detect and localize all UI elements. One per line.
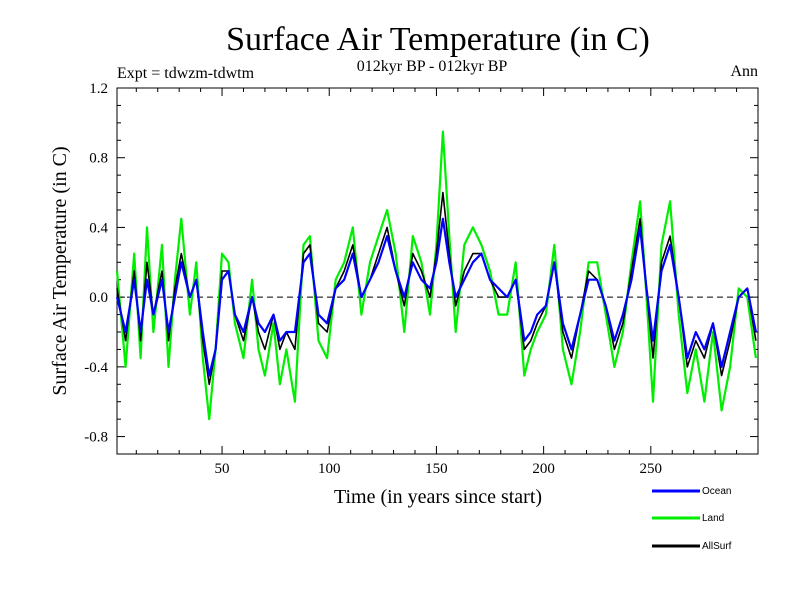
x-tick-label: 100 <box>318 461 341 477</box>
y-tick-label: 0.8 <box>89 151 108 167</box>
y-axis-title: Surface Air Temperature (in C) <box>49 146 71 395</box>
legend: Ocean Land AllSurf <box>652 486 732 552</box>
experiment-label: Expt = tdwzm-tdwtm <box>117 65 255 82</box>
y-tick-label: -0.4 <box>84 360 108 376</box>
chart-title: Surface Air Temperature (in C) <box>226 21 650 58</box>
y-tick-label: 1.2 <box>89 81 108 97</box>
x-tick-label: 250 <box>640 461 663 477</box>
y-tick-label: -0.8 <box>84 430 108 446</box>
x-tick-label: 150 <box>425 461 448 477</box>
x-tick-label: 200 <box>532 461 555 477</box>
y-tick-label: 0.4 <box>89 220 108 236</box>
legend-label-allsurf: AllSurf <box>702 541 732 552</box>
period-label: 012kyr BP - 012kyr BP <box>357 58 508 75</box>
series-lines <box>115 130 757 421</box>
series-line-ocean <box>115 217 757 377</box>
axis-ticks: 50 100 150 200 250 -0.8 -0.4 0.0 0.4 0.8 1.2 <box>84 81 758 477</box>
x-tick-label: 50 <box>215 461 230 477</box>
legend-label-land: Land <box>702 513 724 524</box>
x-axis-title: Time (in years since start) <box>334 486 542 508</box>
y-tick-label: 0.0 <box>89 290 108 306</box>
season-label: Ann <box>730 63 758 80</box>
legend-label-ocean: Ocean <box>702 486 731 497</box>
